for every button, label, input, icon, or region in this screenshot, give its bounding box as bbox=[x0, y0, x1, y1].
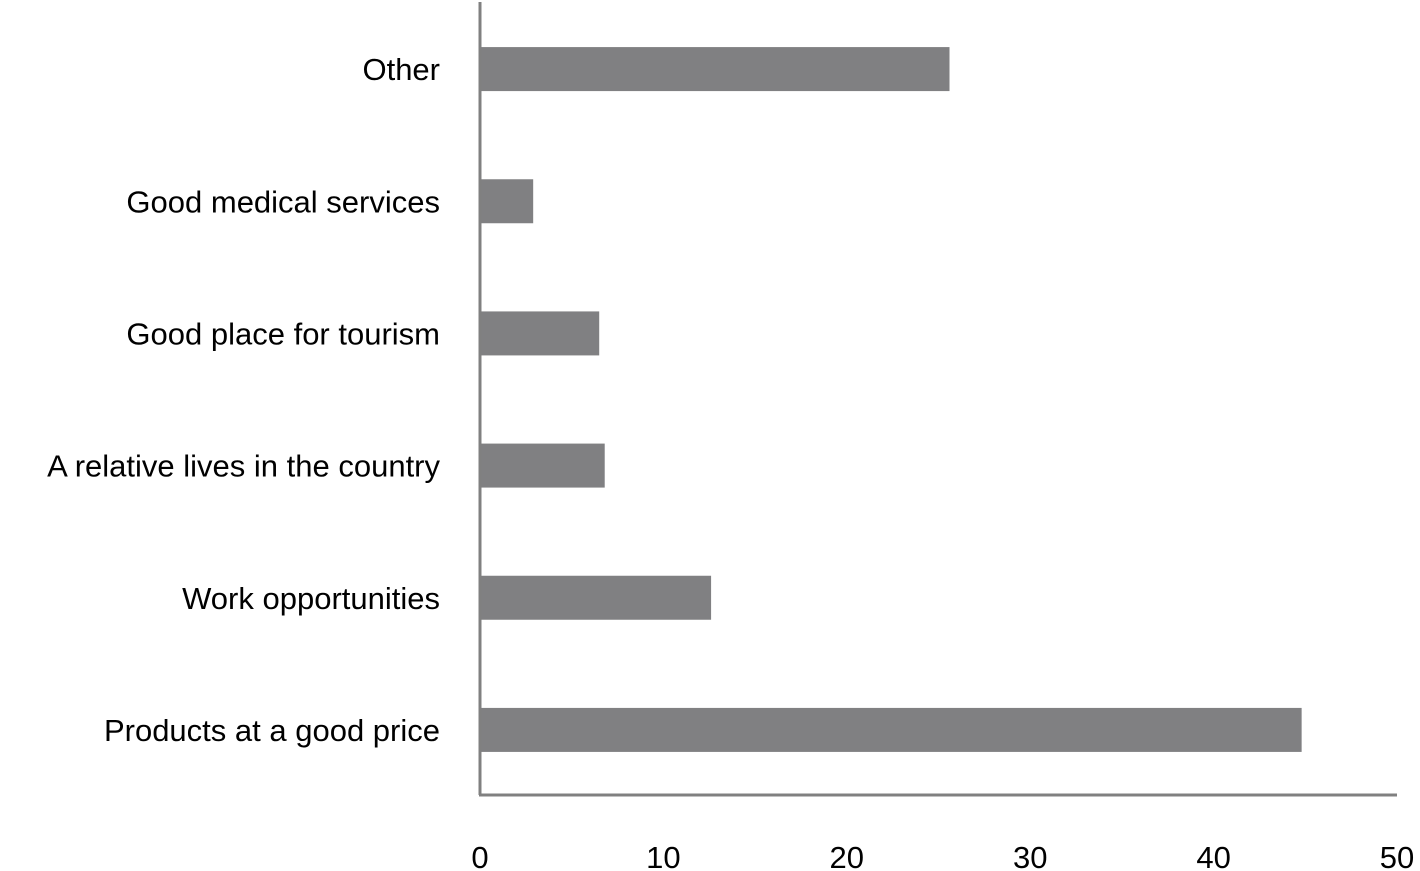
category-label: Products at a good price bbox=[104, 713, 440, 748]
category-label: Good place for tourism bbox=[126, 316, 440, 351]
category-label: Good medical services bbox=[126, 184, 440, 219]
x-tick-label: 0 bbox=[471, 840, 488, 871]
x-tick-label: 40 bbox=[1196, 840, 1230, 871]
bar-work-opportunities bbox=[481, 575, 712, 620]
bar-products-at-a-good-price bbox=[481, 707, 1302, 752]
x-tick-label: 20 bbox=[830, 840, 864, 871]
bar-other bbox=[481, 47, 950, 92]
bar-good-place-for-tourism bbox=[481, 311, 600, 356]
category-label: Other bbox=[362, 52, 440, 87]
x-tick-group: 0 10 20 30 40 50 bbox=[471, 840, 1414, 871]
bar-a-relative-lives-in-the-country bbox=[481, 443, 605, 488]
x-tick-label: 30 bbox=[1013, 840, 1047, 871]
category-label: Work opportunities bbox=[182, 581, 440, 616]
x-tick-label: 10 bbox=[646, 840, 680, 871]
x-tick-label: 50 bbox=[1380, 840, 1414, 871]
category-label: A relative lives in the country bbox=[47, 449, 440, 484]
bars-group bbox=[481, 47, 1302, 752]
category-labels-group: Products at a good price Work opportuniti… bbox=[47, 52, 440, 748]
axes-group bbox=[478, 2, 1397, 797]
bar-good-medical-services bbox=[481, 179, 534, 224]
